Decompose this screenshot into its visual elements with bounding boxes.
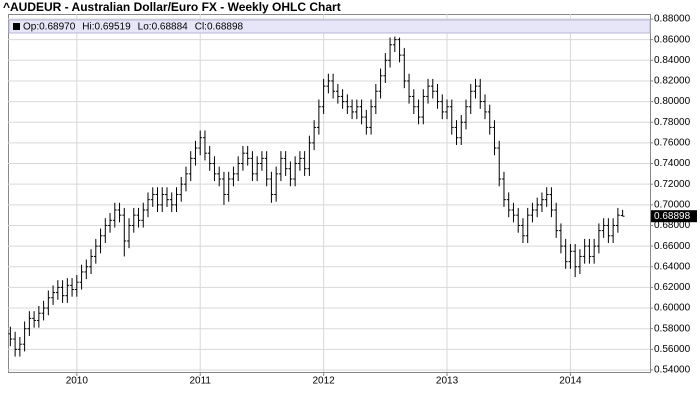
x-tick-label: 2011 (189, 376, 211, 387)
y-tick-label: 0.54000 (654, 365, 691, 376)
bars (8, 36, 625, 357)
y-tick-label: 0.56000 (654, 344, 691, 355)
legend-prefix: Cl: (195, 22, 207, 33)
y-tick-label: 0.70000 (654, 199, 691, 210)
y-tick-label: 0.80000 (654, 96, 691, 107)
y-tick-label: 0.88000 (654, 14, 691, 25)
legend-value: 0.68898 (207, 22, 244, 33)
axes: 0.54000 0.56000 0.58000 0.60000 0.62000 0.640… (66, 14, 697, 387)
chart-title: ^AUDEUR - Australian Dollar/Euro FX - We… (3, 0, 341, 14)
last-price-label: 0.68898 (654, 211, 691, 222)
legend-value: 0.69519 (95, 22, 132, 33)
x-tick-label: 2014 (559, 376, 582, 387)
y-tick-label: 0.84000 (654, 55, 691, 66)
y-tick-label: 0.66000 (654, 241, 691, 252)
y-tick-label: 0.62000 (654, 282, 691, 293)
x-tick-label: 2012 (312, 376, 335, 387)
legend-box (8, 19, 651, 34)
plot-frame (8, 14, 651, 373)
y-tick-label: 0.64000 (654, 261, 691, 272)
y-tick-label: 0.86000 (654, 34, 691, 45)
y-tick-label: 0.76000 (654, 138, 691, 149)
y-tick-label: 0.58000 (654, 323, 691, 334)
y-tick-label: 0.68000 (654, 220, 691, 231)
y-tick-label: 0.78000 (654, 117, 691, 128)
legend-value: 0.68884 (152, 22, 189, 33)
y-tick-label: 0.82000 (654, 76, 691, 87)
x-tick-label: 2013 (436, 376, 459, 387)
legend-prefix: Op: (23, 22, 39, 33)
legend: Op: 0.68970 Hi: 0.69519 Lo: 0.68884 Cl: 0.68898 (23, 22, 244, 33)
legend-prefix: Hi: (82, 22, 94, 33)
y-tick-label: 0.60000 (654, 303, 691, 314)
legend-swatch (13, 23, 20, 30)
legend-value: 0.68970 (39, 22, 76, 33)
y-tick-label: 0.72000 (654, 179, 691, 190)
legend-prefix: Lo: (138, 22, 152, 33)
y-tick-label: 0.74000 (654, 158, 691, 169)
last-price-box (651, 210, 697, 223)
x-tick-label: 2010 (66, 376, 89, 387)
